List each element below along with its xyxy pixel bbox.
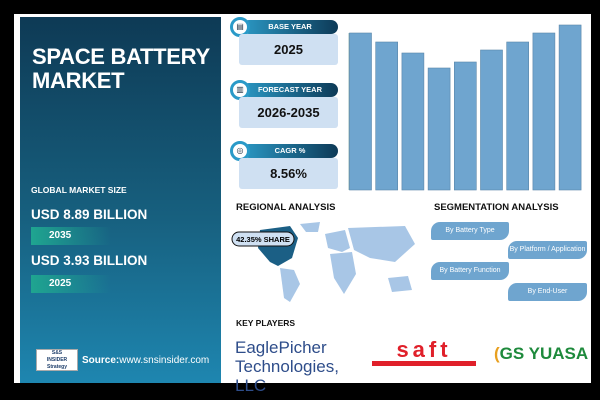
year-2035: 2035 [31,227,111,245]
segment-platform-application: By Platform / Application [508,241,587,259]
kpi-label: CAGR % [242,144,338,158]
bar-1 [349,32,372,191]
gs-yuasa-text: GS YUASA [499,344,589,363]
kpi-label: FORECAST YEAR [242,83,338,97]
bar-9 [558,24,582,191]
sns-insider-logo: S&S INSIDER Strategy [36,349,78,371]
year-2025: 2025 [31,275,111,293]
europe-region [325,230,350,252]
share-bubble [231,231,295,247]
eaglepicher-logo: EaglePicher Technologies, LLC [235,338,339,395]
segment-end-user: By End-User [508,283,587,301]
bar-2 [375,41,399,191]
bar-chart [348,24,582,191]
key-players-title: KEY PLAYERS [236,318,296,328]
summary-panel: SPACE BATTERY MARKET GLOBAL MARKET SIZE … [20,17,221,383]
document-icon: ▤ [230,17,250,37]
market-value-2035: USD 8.89 BILLION [31,207,148,222]
kpi-label: BASE YEAR [242,20,338,34]
market-size-label: GLOBAL MARKET SIZE [31,185,127,195]
page-title: SPACE BATTERY MARKET [32,44,210,93]
saft-logo: saft [372,339,476,366]
kpi-value: 8.56% [239,158,338,189]
gs-yuasa-arc-icon: ( [494,344,500,363]
kpi-value: 2025 [239,34,338,65]
segment-battery-type: By Battery Type [431,222,509,240]
greenland-region [300,222,320,232]
world-map: 42.35% SHARE [231,222,415,302]
source-label: Source: [82,354,120,366]
bar-6 [480,49,503,191]
bar-5 [454,61,477,191]
south-america-region [280,268,300,302]
asia-region [348,226,415,262]
regional-title: REGIONAL ANALYSIS [236,202,336,213]
market-value-2025: USD 3.93 BILLION [31,253,148,268]
source-url[interactable]: www.snsinsider.com [119,354,210,366]
bar-4 [427,67,451,191]
australia-region [388,276,412,292]
source: S&S INSIDER Strategy Source:www.snsinsider… [36,349,209,371]
share-label: 42.35% SHARE [236,235,290,244]
bar-8 [532,32,556,191]
bar-3 [401,52,425,191]
gs-yuasa-logo: (GS YUASA [494,344,588,364]
kpi-value: 2026-2035 [239,97,338,128]
africa-region [330,252,356,294]
segmentation-title: SEGMENTATION ANALYSIS [434,202,559,213]
bar-7 [506,41,529,191]
segment-battery-function: By Battery Function [431,262,509,280]
